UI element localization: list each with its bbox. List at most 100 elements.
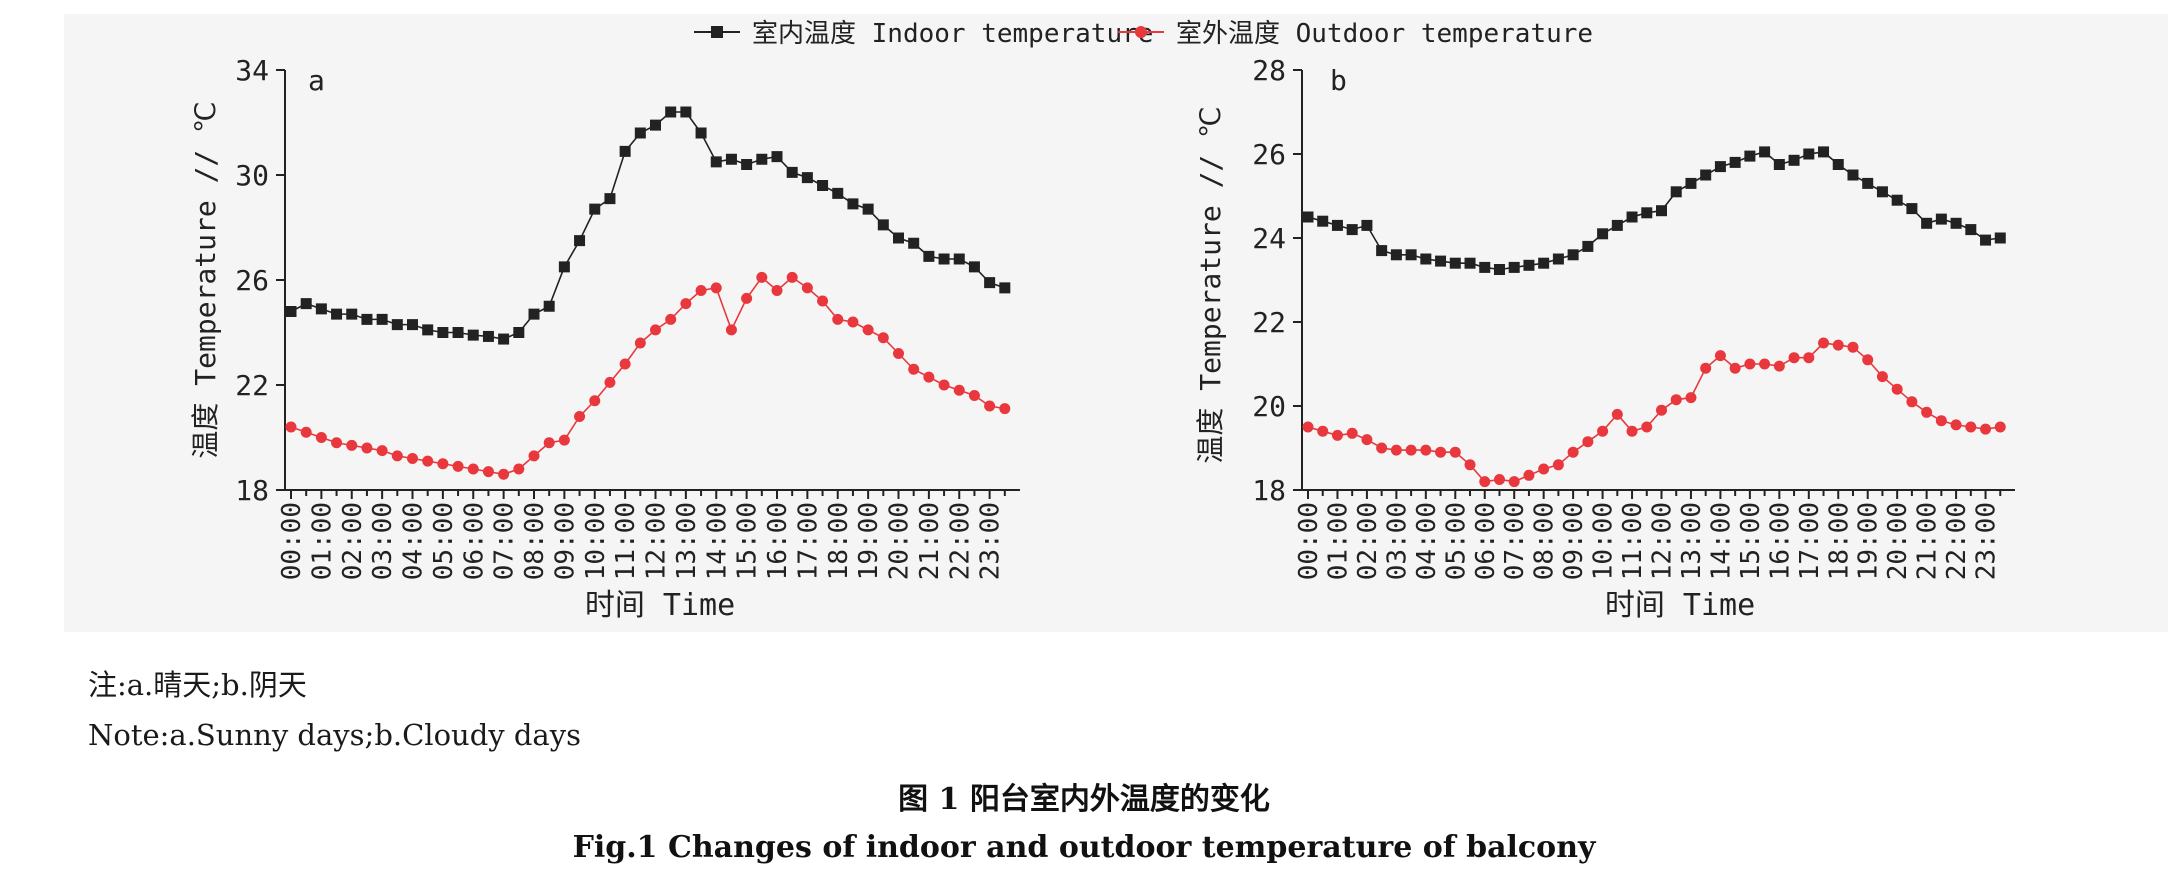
indoor-data-point (1670, 186, 1682, 198)
indoor-data-point (634, 127, 646, 139)
indoor-data-point (513, 327, 525, 338)
x-tick-label: 13:00 (1677, 502, 1707, 580)
indoor-data-point (695, 127, 707, 139)
x-tick-label: 22:00 (945, 502, 975, 580)
indoor-data-point (938, 253, 950, 265)
note-zh: 注:a.晴天;b.阴天 (88, 668, 307, 702)
outdoor-data-point (893, 348, 904, 359)
outdoor-data-point (1994, 421, 2006, 433)
indoor-data-point (801, 172, 813, 184)
indoor-data-point (1493, 264, 1505, 275)
outdoor-data-point (1538, 463, 1550, 475)
indoor-data-point (1582, 240, 1594, 252)
x-tick-label: 20:00 (885, 502, 915, 580)
indoor-data-point (346, 308, 358, 320)
x-tick-label: 05:00 (1441, 502, 1471, 580)
outdoor-data-point (1552, 459, 1564, 471)
x-tick-label: 04:00 (1412, 502, 1442, 580)
legend-indoor-marker (711, 26, 723, 38)
x-tick-label: 09:00 (1559, 502, 1589, 580)
outdoor-data-point (725, 324, 737, 336)
outdoor-data-point (1420, 444, 1432, 456)
outdoor-data-point (984, 400, 996, 412)
x-tick-label: 06:00 (1471, 502, 1501, 580)
indoor-data-point (893, 232, 904, 244)
x-tick-label: 11:00 (1618, 502, 1648, 580)
indoor-data-point (1449, 257, 1461, 269)
outdoor-data-point (452, 460, 464, 472)
indoor-data-point (285, 306, 297, 317)
outdoor-data-point (1435, 446, 1447, 458)
x-tick-label: 12:00 (1648, 502, 1678, 580)
outdoor-data-point (680, 298, 692, 310)
outdoor-data-point (710, 282, 722, 294)
indoor-data-point (1538, 257, 1550, 269)
outdoor-data-point (1346, 427, 1358, 439)
indoor-data-point (1464, 257, 1476, 269)
indoor-data-point (315, 303, 327, 315)
indoor-data-point (710, 156, 722, 168)
x-tick-label: 17:00 (1795, 502, 1825, 580)
legend-indoor-label: 室内温度 Indoor temperature (752, 19, 1153, 49)
legend-outdoor-marker (1135, 26, 1147, 38)
indoor-data-point (756, 153, 768, 165)
outdoor-data-point (1950, 419, 1962, 431)
y-tick-label: 26 (235, 264, 269, 297)
indoor-data-point (923, 250, 935, 262)
outdoor-data-point (376, 445, 388, 457)
outdoor-data-point (1508, 476, 1520, 488)
indoor-data-point (1876, 186, 1888, 198)
indoor-data-point (361, 313, 373, 325)
indoor-data-point (953, 253, 965, 265)
panel-b-label: b (1330, 64, 1347, 97)
x-tick-label: 07:00 (490, 502, 520, 580)
indoor-data-point (422, 324, 434, 336)
panel-b-ylabel: 温度 Temperature // ℃ (1194, 106, 1227, 463)
outdoor-data-point (1980, 423, 1992, 435)
panel-a-label: a (308, 64, 325, 97)
outdoor-data-point (1317, 425, 1329, 437)
outdoor-data-point (1390, 444, 1402, 456)
indoor-data-point (650, 119, 661, 131)
indoor-data-point (908, 237, 920, 249)
indoor-data-point (498, 333, 510, 345)
outdoor-data-point (650, 324, 661, 336)
caption-en: Fig.1 Changes of indoor and outdoor temp… (572, 830, 1596, 865)
outdoor-data-point (604, 376, 616, 388)
outdoor-data-point (1670, 394, 1682, 406)
outdoor-data-point (1876, 371, 1888, 383)
y-tick-label: 26 (1252, 138, 1286, 171)
outdoor-data-point (437, 458, 449, 470)
indoor-data-point (817, 180, 829, 191)
indoor-data-point (528, 308, 540, 320)
outdoor-data-point (1685, 392, 1697, 404)
x-tick-label: 14:00 (1706, 502, 1736, 580)
x-tick-label: 20:00 (1883, 502, 1913, 580)
indoor-data-point (1420, 253, 1432, 265)
panel-a-ylabel: 温度 Temperature // ℃ (189, 101, 222, 458)
x-tick-label: 01:00 (307, 502, 337, 580)
x-tick-label: 01:00 (1323, 502, 1353, 580)
outdoor-data-point (1523, 469, 1535, 481)
x-tick-label: 13:00 (672, 502, 702, 580)
outdoor-data-point (346, 439, 358, 451)
x-tick-label: 05:00 (429, 502, 459, 580)
outdoor-data-point (1626, 425, 1638, 437)
outdoor-data-point (877, 332, 889, 344)
outdoor-data-point (422, 455, 434, 467)
outdoor-data-point (1656, 404, 1667, 416)
indoor-data-point (331, 308, 343, 320)
legend-outdoor-label: 室外温度 Outdoor temperature (1176, 19, 1593, 49)
outdoor-data-point (1891, 383, 1903, 395)
outdoor-data-point (1862, 354, 1874, 366)
outdoor-data-point (1361, 434, 1373, 446)
indoor-data-point (1317, 215, 1329, 227)
legend: 室内温度 Indoor temperature 室外温度 Outdoor tem… (694, 19, 1593, 49)
x-tick-label: 17:00 (793, 502, 823, 580)
indoor-data-point (604, 193, 616, 205)
x-tick-label: 10:00 (581, 502, 611, 580)
indoor-data-point (619, 145, 631, 157)
indoor-data-point (1376, 245, 1388, 257)
indoor-data-point (665, 106, 677, 118)
indoor-data-point (1405, 249, 1417, 261)
